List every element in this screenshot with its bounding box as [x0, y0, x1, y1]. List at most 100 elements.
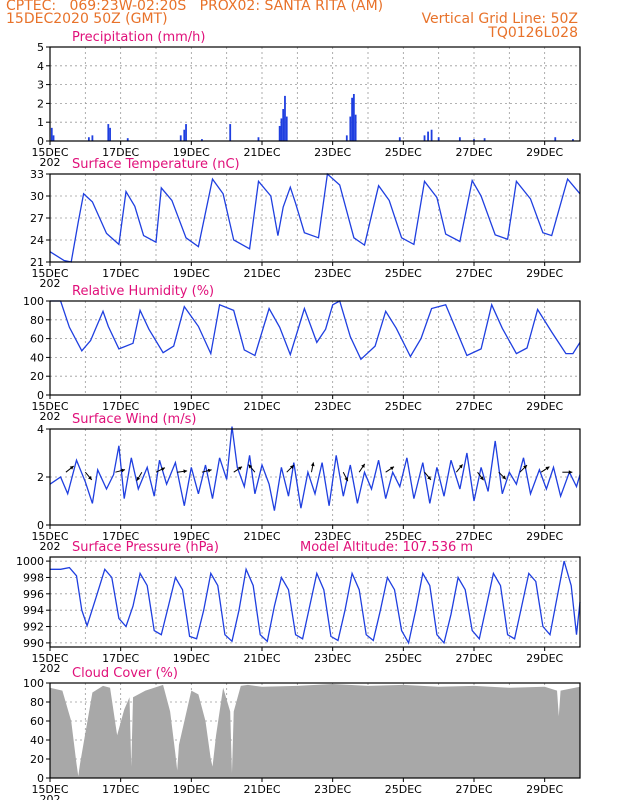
- x-tick-label: 17DEC: [102, 146, 139, 159]
- precip-bar: [107, 124, 110, 141]
- panel-0: [46, 46, 581, 145]
- precip-bar: [351, 97, 353, 141]
- precip-bar: [50, 127, 53, 141]
- wind-arrowhead: [238, 466, 243, 471]
- precip-bar: [91, 135, 94, 141]
- y-tick-label: 4: [37, 423, 44, 436]
- x-tick-label: 17DEC: [102, 267, 139, 280]
- x-year-label: 202: [40, 156, 61, 169]
- x-tick-label: 29DEC: [526, 146, 563, 159]
- wind-arrowhead: [160, 467, 165, 472]
- wind-arrowhead: [69, 465, 74, 470]
- precip-bar: [554, 137, 557, 141]
- precip-bar: [87, 137, 90, 141]
- y-tick-label: 996: [23, 588, 44, 601]
- x-tick-label: 17DEC: [102, 530, 139, 543]
- wind-arrowhead: [568, 470, 573, 475]
- panel-title: Relative Humidity (%): [72, 284, 214, 299]
- precip-bar: [354, 114, 357, 141]
- y-tick-label: 60: [30, 333, 44, 346]
- x-tick-label: 21DEC: [243, 267, 280, 280]
- x-tick-label: 29DEC: [526, 530, 563, 543]
- x-year-label: 202: [40, 277, 61, 290]
- wind-arrowhead: [501, 475, 506, 480]
- x-tick-label: 29DEC: [526, 652, 563, 665]
- x-tick-label: 21DEC: [243, 530, 280, 543]
- cloud-cover-area: [50, 683, 580, 778]
- x-tick-label: 27DEC: [455, 652, 492, 665]
- y-tick-label: 27: [30, 212, 44, 225]
- precip-bar: [473, 139, 475, 141]
- panel-title: Cloud Cover (%): [72, 666, 178, 681]
- precip-bar: [278, 125, 281, 141]
- x-tick-label: 15DEC: [31, 400, 68, 413]
- wind-arrowhead: [361, 463, 365, 468]
- x-tick-label: 25DEC: [385, 400, 422, 413]
- y-tick-label: 20: [30, 753, 44, 766]
- y-tick-label: 2: [37, 471, 44, 484]
- panel-subtitle: Model Altitude: 107.536 m: [300, 540, 473, 555]
- wind-arrowhead: [136, 476, 141, 481]
- y-tick-label: 1000: [16, 555, 44, 568]
- x-tick-label: 23DEC: [314, 783, 351, 796]
- y-tick-label: 3: [37, 79, 44, 92]
- precip-bar: [126, 138, 129, 141]
- precip-bar: [437, 137, 440, 141]
- series-line: [50, 560, 581, 645]
- wind-arrowhead: [458, 464, 463, 469]
- precip-bar: [179, 135, 182, 141]
- x-tick-label: 25DEC: [385, 783, 422, 796]
- y-tick-label: 1: [37, 116, 44, 129]
- x-tick-label: 15DEC: [31, 783, 68, 796]
- y-tick-label: 80: [30, 314, 44, 327]
- wind-arrowhead: [310, 462, 315, 467]
- x-year-label: 202: [40, 662, 61, 675]
- panel-frame: [49, 300, 581, 396]
- header-line3-right: TQ0126L028: [488, 25, 578, 41]
- x-tick-label: 21DEC: [243, 652, 280, 665]
- y-tick-label: 24: [30, 234, 44, 247]
- x-tick-label: 23DEC: [314, 267, 351, 280]
- y-tick-label: 100: [23, 677, 44, 690]
- wind-arrowhead: [523, 465, 528, 469]
- wind-arrowhead: [479, 476, 484, 481]
- x-tick-label: 23DEC: [314, 530, 351, 543]
- panel-frame: [49, 46, 581, 142]
- precip-bar: [185, 124, 187, 141]
- precip-bar: [109, 127, 111, 141]
- precip-bar: [285, 116, 288, 141]
- precip-bar: [398, 137, 401, 141]
- precip-bar: [201, 139, 203, 141]
- y-tick-label: 80: [30, 696, 44, 709]
- x-tick-label: 27DEC: [455, 146, 492, 159]
- x-tick-label: 19DEC: [173, 652, 210, 665]
- x-tick-label: 27DEC: [455, 530, 492, 543]
- x-tick-label: 25DEC: [385, 652, 422, 665]
- y-tick-label: 33: [30, 168, 44, 181]
- panel-title: Surface Wind (m/s): [72, 412, 196, 427]
- x-tick-label: 29DEC: [526, 267, 563, 280]
- precip-bar: [349, 116, 352, 141]
- precip-bar: [282, 109, 285, 141]
- y-tick-label: 2: [37, 97, 44, 110]
- y-tick-label: 60: [30, 715, 44, 728]
- panel-frame: [49, 682, 581, 779]
- precip-bar: [430, 129, 433, 141]
- y-tick-label: 20: [30, 370, 44, 383]
- precip-bar: [183, 129, 186, 141]
- x-tick-label: 19DEC: [173, 400, 210, 413]
- wind-arrowhead: [207, 468, 212, 473]
- y-tick-label: 40: [30, 734, 44, 747]
- wind-arrowhead: [545, 466, 550, 471]
- panel-4: [46, 556, 581, 651]
- precip-bar: [423, 135, 426, 141]
- x-tick-label: 15DEC: [31, 530, 68, 543]
- panel-title: Surface Pressure (hPa): [72, 540, 219, 555]
- x-tick-label: 17DEC: [102, 783, 139, 796]
- series-line: [50, 300, 581, 361]
- wind-arrowhead: [183, 469, 188, 474]
- wind-arrowhead: [248, 464, 253, 469]
- x-tick-label: 27DEC: [455, 400, 492, 413]
- y-tick-label: 0: [37, 135, 44, 148]
